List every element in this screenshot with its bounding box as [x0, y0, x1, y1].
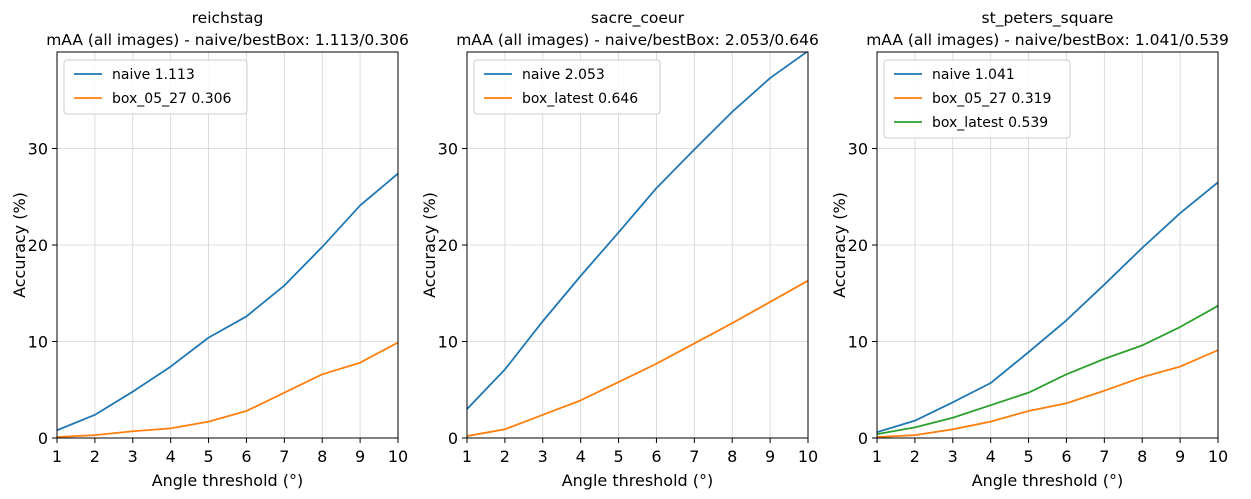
x-tick-label: 5 [1023, 447, 1033, 466]
x-tick-label: 4 [986, 447, 996, 466]
y-tick-label: 0 [448, 429, 458, 448]
legend-label: naive 1.113 [112, 67, 195, 83]
legend: naive 1.113 box_05_27 0.306 [63, 59, 248, 115]
x-tick-label: 6 [241, 447, 251, 466]
x-tick-label: 8 [317, 447, 327, 466]
legend-label: box_latest 0.646 [522, 91, 638, 107]
x-tick-label: 6 [1061, 447, 1071, 466]
x-tick-label: 3 [538, 447, 548, 466]
series-line-1 [57, 172, 398, 432]
legend: naive 1.041 box_05_27 0.319 box_latest 0.5… [883, 59, 1071, 139]
y-tick-label: 20 [28, 236, 48, 255]
chart-subtitle: mAA (all images) - naive/bestBox: 1.113/… [46, 31, 409, 49]
x-tick-label: 9 [1175, 447, 1185, 466]
x-tick-label: 7 [1099, 447, 1109, 466]
x-tick-label: 10 [1208, 447, 1228, 466]
x-tick-label: 7 [279, 447, 289, 466]
x-tick-label: 1 [462, 447, 472, 466]
y-tick-label: 20 [848, 236, 868, 255]
chart-subtitle: mAA (all images) - naive/bestBox: 2.053/… [456, 31, 819, 49]
x-tick-label: 7 [689, 447, 699, 466]
series-line-2 [57, 341, 398, 438]
legend-box [63, 59, 248, 115]
legend: naive 2.053 box_latest 0.646 [473, 59, 661, 115]
series-lines [57, 172, 398, 438]
legend-label: box_latest 0.539 [932, 115, 1048, 131]
x-tick-label: 3 [128, 447, 138, 466]
series-line-1 [877, 181, 1218, 434]
y-axis-label: Accuracy (%) [830, 192, 849, 298]
y-tick-label: 0 [38, 429, 48, 448]
series-line-1 [467, 52, 808, 411]
legend-label: box_05_27 0.306 [112, 91, 232, 107]
legend-box [473, 59, 661, 115]
legend-box [883, 59, 1071, 139]
y-tick-label: 10 [28, 333, 48, 352]
x-tick-label: 8 [1137, 447, 1147, 466]
series-line-2 [467, 279, 808, 437]
x-tick-label: 4 [166, 447, 176, 466]
y-tick-label: 10 [848, 333, 868, 352]
chart-title: sacre_coeur [591, 9, 685, 28]
chart-panel-2: sacre_coeur mAA (all images) - naive/best… [420, 9, 819, 490]
x-tick-label: 2 [90, 447, 100, 466]
x-tick-label: 8 [727, 447, 737, 466]
y-tick-label: 30 [28, 140, 48, 159]
x-tick-label: 2 [500, 447, 510, 466]
y-axis-label: Accuracy (%) [420, 192, 439, 298]
x-tick-label: 9 [765, 447, 775, 466]
x-tick-label: 1 [52, 447, 62, 466]
y-tick-label: 30 [438, 140, 458, 159]
chart-title: reichstag [192, 9, 264, 27]
chart-panel-3: st_peters_square mAA (all images) - naive… [830, 9, 1229, 490]
legend-label: box_05_27 0.319 [932, 91, 1051, 107]
x-tick-label: 6 [651, 447, 661, 466]
x-tick-label: 10 [798, 447, 818, 466]
x-tick-label: 5 [203, 447, 213, 466]
chart-subtitle: mAA (all images) - naive/bestBox: 1.041/… [866, 31, 1229, 49]
x-tick-label: 2 [910, 447, 920, 466]
chart-title: st_peters_square [982, 9, 1114, 28]
chart-panel-1: reichstag mAA (all images) - naive/bestBo… [10, 9, 409, 490]
y-tick-label: 20 [438, 236, 458, 255]
x-tick-label: 5 [613, 447, 623, 466]
x-tick-label: 4 [576, 447, 586, 466]
y-axis-label: Accuracy (%) [10, 192, 29, 298]
y-tick-label: 10 [438, 333, 458, 352]
series-line-2 [877, 349, 1218, 438]
x-axis-label: Angle threshold (°) [152, 471, 304, 490]
series-lines [467, 52, 808, 437]
legend-label: naive 1.041 [932, 67, 1015, 83]
legend-label: naive 2.053 [522, 67, 605, 83]
x-tick-label: 3 [948, 447, 958, 466]
x-tick-label: 9 [355, 447, 365, 466]
y-tick-label: 0 [858, 429, 868, 448]
series-line-3 [877, 304, 1218, 436]
x-tick-label: 10 [388, 447, 408, 466]
series-lines [877, 181, 1218, 438]
x-tick-label: 1 [872, 447, 882, 466]
x-axis-label: Angle threshold (°) [972, 471, 1124, 490]
y-tick-label: 30 [848, 140, 868, 159]
x-axis-label: Angle threshold (°) [562, 471, 714, 490]
